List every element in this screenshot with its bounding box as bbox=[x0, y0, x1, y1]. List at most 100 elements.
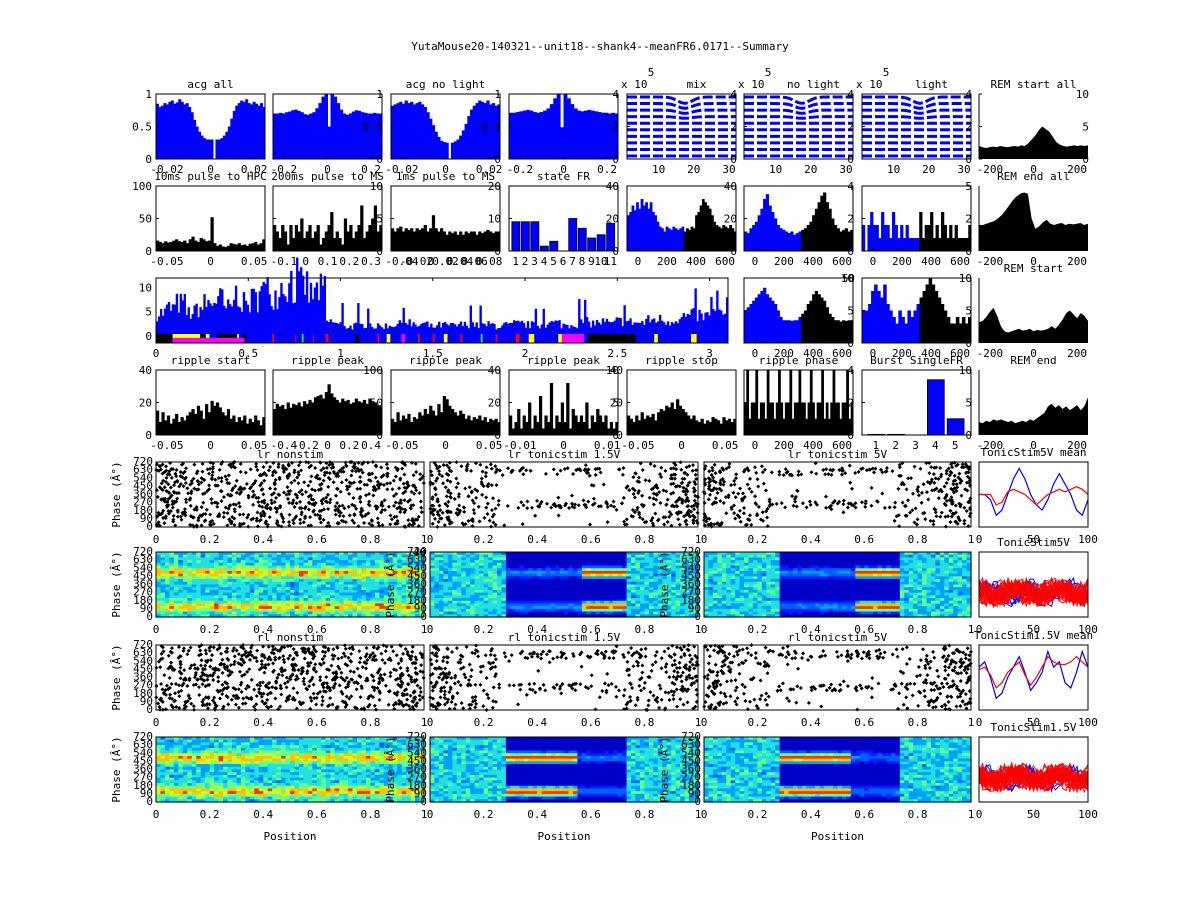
heatmap-cell bbox=[501, 557, 507, 561]
bar bbox=[351, 329, 354, 343]
chart-lr-tonicstim-1-5v: lr tonicstim 1.5V0 0.2 0.4 0.6 0.8 1 bbox=[427, 448, 702, 546]
bar bbox=[762, 402, 765, 435]
heatmap-cell bbox=[470, 595, 476, 599]
bar bbox=[681, 409, 685, 435]
heatmap-cell bbox=[590, 589, 596, 594]
x-tick-label: 10 bbox=[887, 163, 900, 176]
bar bbox=[733, 418, 737, 435]
heatmap-cell bbox=[187, 587, 193, 591]
heatmap-cell bbox=[739, 568, 745, 572]
heatmap-cell bbox=[218, 600, 224, 605]
heatmap-cell bbox=[828, 570, 834, 575]
heatmap-cell bbox=[249, 592, 255, 596]
heatmap-cell bbox=[590, 584, 596, 588]
bar bbox=[587, 321, 591, 343]
bar bbox=[609, 422, 614, 435]
heatmap-cell bbox=[904, 557, 910, 561]
heatmap-cell bbox=[675, 562, 681, 567]
bar bbox=[549, 240, 559, 252]
heatmap-cell bbox=[680, 554, 686, 559]
bar bbox=[229, 418, 233, 435]
heatmap-cell bbox=[904, 552, 910, 556]
heatmap-cell bbox=[559, 603, 565, 607]
heatmap-cell bbox=[712, 554, 718, 559]
bar bbox=[865, 310, 869, 343]
heatmap-cell bbox=[653, 611, 659, 615]
heatmap-cell bbox=[254, 573, 260, 577]
heatmap-cell bbox=[626, 606, 632, 610]
heatmap-cell bbox=[397, 584, 403, 588]
heatmap-cell bbox=[325, 606, 331, 610]
heatmap-cell bbox=[586, 611, 592, 615]
heatmap-cell bbox=[205, 576, 211, 580]
heatmap-cell bbox=[330, 592, 336, 596]
heatmap-cell bbox=[456, 592, 462, 596]
heatmap-cell bbox=[568, 611, 574, 615]
heatmap-cell bbox=[272, 557, 278, 561]
heatmap-cell bbox=[196, 560, 202, 564]
heatmap-cell bbox=[599, 568, 605, 572]
heatmap-cell bbox=[419, 581, 425, 586]
heatmap-cell bbox=[528, 562, 534, 567]
heatmap-cell bbox=[528, 579, 534, 583]
heatmap-cell bbox=[657, 592, 663, 596]
heatmap-cell bbox=[419, 552, 425, 556]
heatmap-cell bbox=[966, 552, 972, 556]
heatmap-cell bbox=[626, 552, 632, 556]
heatmap-cell bbox=[443, 611, 449, 615]
heatmap-cell bbox=[447, 608, 453, 613]
heatmap-cell bbox=[156, 581, 162, 586]
scatter-points bbox=[154, 460, 426, 529]
heatmap-cell bbox=[388, 589, 394, 594]
bar bbox=[305, 231, 309, 251]
heatmap-cell bbox=[735, 552, 741, 556]
bar bbox=[764, 418, 768, 435]
bar bbox=[649, 322, 652, 343]
heatmap-cell bbox=[617, 562, 623, 567]
heatmap-cell bbox=[325, 595, 331, 599]
heatmap-cell bbox=[474, 600, 480, 605]
heatmap-cell bbox=[555, 579, 561, 583]
bar bbox=[185, 415, 190, 435]
bar bbox=[357, 110, 362, 159]
heatmap-cell bbox=[348, 581, 354, 586]
heatmap-cell bbox=[608, 579, 614, 583]
heatmap-cell bbox=[267, 562, 273, 567]
heatmap-cell bbox=[330, 614, 336, 618]
heatmap-cell bbox=[205, 614, 211, 618]
heatmap-cell bbox=[298, 584, 304, 588]
heatmap-cell bbox=[684, 579, 690, 583]
heatmap-cell bbox=[708, 560, 714, 564]
heatmap-cell bbox=[303, 552, 309, 556]
heatmap-cell bbox=[169, 606, 175, 610]
bar bbox=[262, 417, 266, 435]
bar bbox=[369, 323, 372, 343]
heatmap-cell bbox=[361, 587, 367, 591]
heatmap-cell bbox=[599, 552, 605, 556]
heatmap-cell bbox=[626, 589, 632, 594]
heatmap-cell bbox=[510, 565, 516, 569]
state-segment bbox=[172, 338, 245, 343]
heatmap-cell bbox=[223, 589, 229, 594]
heatmap-cell bbox=[532, 589, 538, 594]
y-tick-label: 5 bbox=[145, 306, 152, 319]
heatmap-cell bbox=[479, 570, 485, 575]
heatmap-cell bbox=[312, 560, 318, 564]
heatmap-cell bbox=[182, 595, 188, 599]
heatmap-cell bbox=[303, 608, 309, 613]
heatmap-cell bbox=[452, 600, 458, 605]
heatmap-cell bbox=[370, 589, 376, 594]
heatmap-cell bbox=[617, 598, 623, 602]
bar bbox=[590, 415, 594, 435]
bar bbox=[597, 112, 602, 159]
bar bbox=[700, 313, 703, 343]
heatmap-cell bbox=[671, 552, 677, 556]
heatmap-cell bbox=[693, 592, 699, 596]
heatmap-cell bbox=[401, 552, 407, 556]
heatmap-cell bbox=[850, 565, 856, 569]
heatmap-cell bbox=[223, 614, 229, 618]
heatmap-cell bbox=[231, 565, 237, 569]
heatmap-cell bbox=[626, 581, 632, 586]
